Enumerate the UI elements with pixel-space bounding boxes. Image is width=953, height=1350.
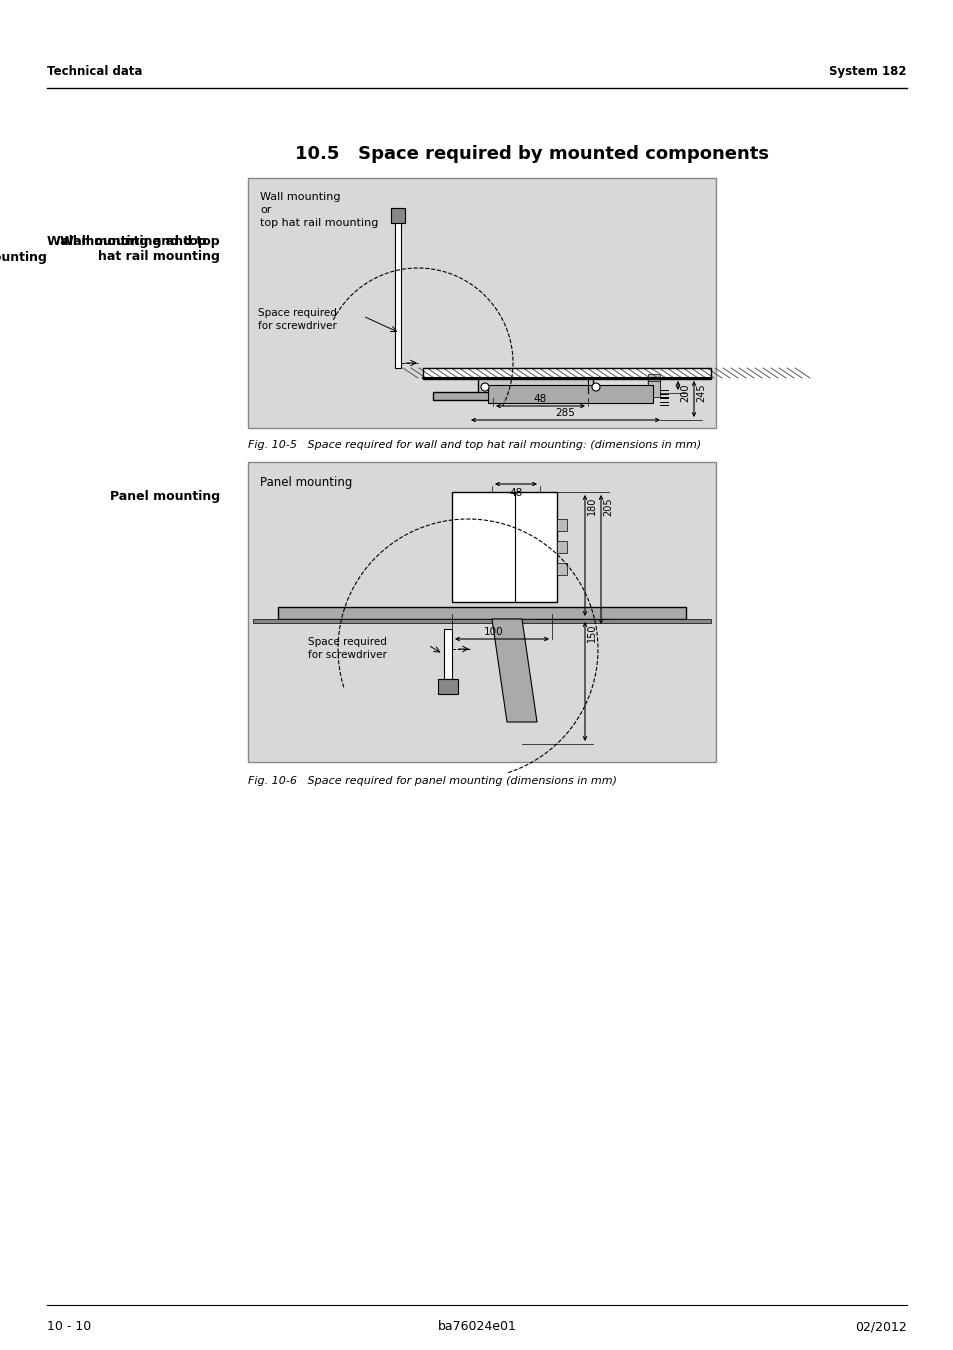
Text: Space required: Space required [308,637,387,647]
Text: 02/2012: 02/2012 [854,1320,906,1332]
Bar [437,679,457,694]
Bar [647,378,659,393]
Text: 180: 180 [586,497,597,516]
Bar [277,608,685,620]
Text: Technical data: Technical data [47,65,142,78]
Text: Fig. 10-6   Space required for panel mounting (dimensions in mm): Fig. 10-6 Space required for panel mount… [248,776,617,786]
Circle shape [480,383,489,392]
Bar [422,369,710,378]
Bar [248,462,716,761]
Text: top hat rail mounting: top hat rail mounting [260,217,378,228]
Polygon shape [492,620,537,722]
Text: 245: 245 [696,383,705,402]
Text: Wall mounting and top: Wall mounting and top [60,235,220,248]
Text: or: or [260,205,271,215]
Bar [647,374,659,390]
Circle shape [592,383,599,392]
Bar [493,378,587,393]
Text: 100: 100 [484,626,503,637]
Bar [391,208,405,223]
Text: 48: 48 [534,394,547,404]
Bar [452,491,557,602]
Bar [433,392,647,400]
Bar [593,378,647,393]
Text: 205: 205 [602,497,613,516]
Text: for screwdriver: for screwdriver [308,649,387,660]
Bar [557,541,566,554]
Bar [477,378,602,396]
Bar [557,518,566,531]
Text: hat rail mounting: hat rail mounting [98,250,220,263]
Text: 10 - 10: 10 - 10 [47,1320,91,1332]
Text: for screwdriver: for screwdriver [257,321,336,331]
Text: Space required: Space required [257,308,336,319]
Text: Panel mounting: Panel mounting [260,477,352,489]
Text: 200: 200 [679,383,689,401]
Bar [557,563,566,575]
Text: Panel mounting: Panel mounting [110,490,220,504]
Bar [488,385,652,404]
Bar [443,629,452,679]
Text: ba76024e01: ba76024e01 [437,1320,516,1332]
Text: 150: 150 [586,624,597,643]
Bar [422,367,710,378]
Text: hat rail mounting: hat rail mounting [0,251,47,265]
Text: 48: 48 [509,487,522,498]
Bar [647,381,659,397]
Text: Wall mounting: Wall mounting [260,192,340,202]
Text: 285: 285 [555,408,575,418]
Bar [253,620,710,622]
Text: Fig. 10-5   Space required for wall and top hat rail mounting: (dimensions in mm: Fig. 10-5 Space required for wall and to… [248,440,700,450]
Text: 10.5   Space required by mounted components: 10.5 Space required by mounted component… [294,144,768,163]
Bar [395,208,400,369]
Text: Wall mounting and top: Wall mounting and top [47,235,207,248]
Text: System 182: System 182 [828,65,906,78]
Bar [248,178,716,428]
